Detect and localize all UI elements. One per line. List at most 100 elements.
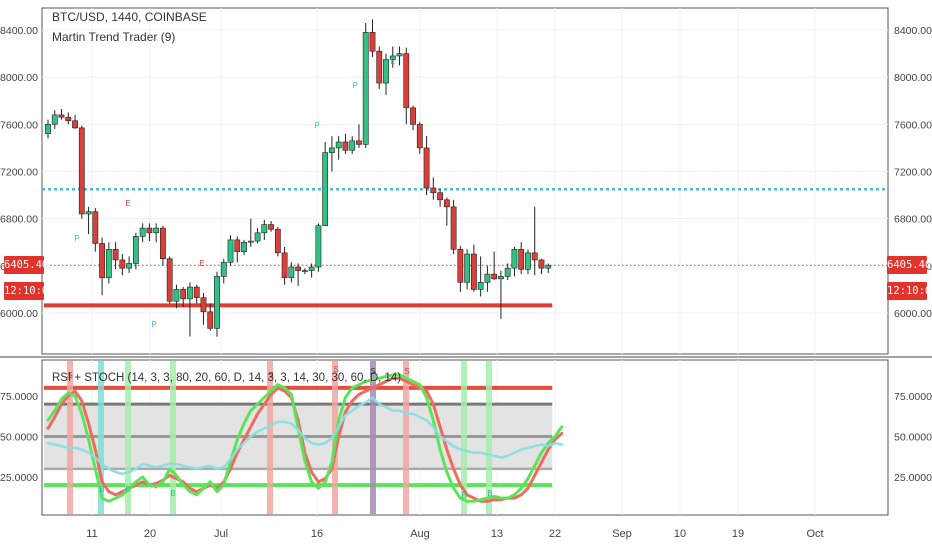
candle-body [72,120,78,129]
candle-body [268,224,274,230]
candle-body [295,266,302,271]
candle-body [342,141,349,151]
candle-body [450,206,457,250]
candle-body [139,227,146,237]
signal-band [98,361,104,514]
candle-body [491,273,498,280]
candle-body [369,32,376,52]
y-tick-label-right: 7200.00 [894,167,932,179]
candle-body [132,236,139,264]
y-tick-label: 7600.00 [0,119,38,131]
candle-body [376,50,383,84]
candle-body [288,266,295,278]
candle-body [362,32,369,145]
candle-body [329,147,335,153]
candle-body [220,261,227,277]
symbol-title: BTC/USD, 1440, COINBASE [52,10,207,24]
candle-body [308,266,315,271]
candle-body [58,114,65,118]
candle-body [65,116,72,122]
osc-signal-letter: B [487,489,492,498]
subpane-title: RSI + STOCH (14, 3, 3, 80, 20, 60, D, 14… [52,372,402,384]
signal-letter: P [74,234,79,243]
candle-body [173,289,180,302]
candle-body [187,286,193,300]
left-price-tag: 6405.40 [4,256,48,274]
osc-series-line [46,373,564,503]
x-tick-label: 10 [674,528,686,540]
candle-body [207,311,214,329]
osc-signal-letter: B [170,489,175,498]
candle-body [241,241,247,252]
candle-body [498,276,504,280]
candle-body [322,152,329,227]
candle-body [335,141,342,149]
signal-band [461,361,467,514]
candle-body [85,211,92,215]
candle-body [193,286,200,298]
left-countdown-tag: 12:10:09 [4,282,55,300]
y-tick-label-right: 7600.00 [894,119,932,131]
candle-body [396,53,403,57]
signal-band [486,361,492,514]
candle-body [214,276,220,329]
candle-body [525,252,531,270]
candle-body [78,127,85,215]
candle-body [166,258,173,302]
y-tick-label-right: 8400.00 [894,25,932,37]
x-tick-label: 16 [311,528,323,540]
signal-band [403,361,409,514]
candle-body [538,259,545,269]
signal-letter: P [314,121,319,130]
candle-body [281,252,288,278]
candle-body [470,253,477,290]
osc-signal-letter: B [99,485,104,494]
osc-signal-letter: S [370,367,375,376]
candle-body [464,253,471,283]
x-tick-label: 22 [549,528,561,540]
candle-body [356,140,362,145]
x-tick-label: Jul [214,528,228,540]
x-tick-label: Sep [612,528,632,540]
candle-body [200,297,207,313]
candle-body [511,249,518,269]
osc-signal-letter: S [268,371,273,380]
candle-body [477,282,484,290]
signal-letter: E [125,199,130,208]
candle-body [484,273,491,283]
signal-band [370,361,376,514]
signal-band [67,361,73,514]
sub-pane-frame [41,359,889,516]
osc-series-line [46,376,564,503]
candle-body [410,107,416,125]
candle-body [383,59,389,84]
candle-body [160,227,166,260]
candle-body [153,227,160,234]
candle-body [254,232,261,242]
signal-band [125,361,131,514]
osc-y-tick-label: 75.0000 [0,391,38,403]
candle-body [423,147,430,189]
osc-y-tick-label: 25.0000 [0,472,38,484]
signal-letter: E [199,259,204,268]
y-tick-label-right: 6000.00 [894,308,932,320]
x-tick-label: Aug [410,528,430,540]
candle-body [99,243,105,278]
candle-body [457,249,464,283]
candle-body [504,267,511,277]
candle-body [261,224,268,234]
osc-series-line [46,396,564,476]
osc-signal-letter: B [125,485,130,494]
y-tick-label: 8400.00 [0,25,38,37]
candle-body [51,114,58,125]
candle-body [531,252,538,261]
candle-body [315,225,322,268]
osc-y-tick-label-right: 75.0000 [894,391,932,403]
osc-y-tick-label-right: 50.0000 [894,432,932,444]
candle-body [430,187,437,194]
indicator-title: Martin Trend Trader (9) [52,30,176,44]
candle-body [301,270,308,272]
candle-body [126,263,133,269]
